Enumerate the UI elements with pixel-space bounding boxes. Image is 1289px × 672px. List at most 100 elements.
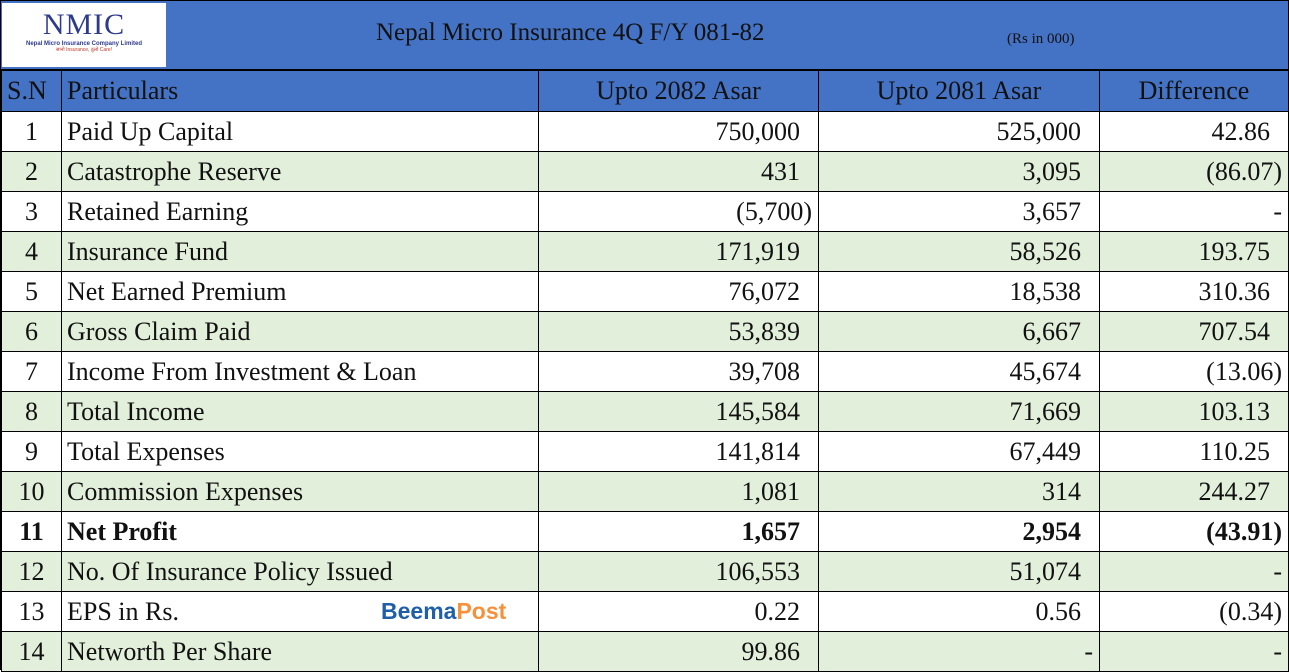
- cell-2082: 141,814: [538, 431, 819, 472]
- cell-2082: 1,081: [538, 471, 819, 512]
- cell-particular: Total Income: [61, 391, 539, 432]
- cell-particular: EPS in Rs.: [61, 591, 539, 632]
- title-bar: NMIC Nepal Micro Insurance Company Limit…: [1, 1, 1288, 70]
- header-2081: Upto 2081 Asar: [818, 70, 1100, 112]
- logo-text: NMIC: [42, 8, 126, 41]
- cell-2082: 39,708: [538, 351, 819, 392]
- cell-2081: 51,074: [818, 551, 1100, 592]
- cell-particular: Total Expenses: [61, 431, 539, 472]
- cell-2082: 1,657: [538, 511, 819, 552]
- cell-difference: 103.13: [1099, 391, 1289, 432]
- cell-2082: 145,584: [538, 391, 819, 432]
- cell-sn: 11: [1, 511, 62, 552]
- cell-2081: 2,954: [818, 511, 1100, 552]
- table-row: 4 Insurance Fund 171,919 58,526 193.75: [1, 231, 1289, 272]
- cell-difference: (0.34): [1099, 591, 1289, 632]
- cell-particular: Gross Claim Paid: [61, 311, 539, 352]
- cell-2082: (5,700): [538, 191, 819, 232]
- cell-sn: 5: [1, 271, 62, 312]
- cell-sn: 6: [1, 311, 62, 352]
- table-row: 12 No. Of Insurance Policy Issued 106,553 5…: [1, 551, 1289, 592]
- header-sn: S.N: [1, 70, 62, 112]
- cell-sn: 4: [1, 231, 62, 272]
- logo-company: Nepal Micro Insurance Company Limited: [25, 41, 143, 47]
- cell-2082: 0.22: [538, 591, 819, 632]
- cell-2081: 67,449: [818, 431, 1100, 472]
- unit-note: (Rs in 000): [1007, 31, 1075, 47]
- cell-difference: 310.36: [1099, 271, 1289, 312]
- header-row: S.N Particulars Upto 2082 Asar Upto 2081…: [1, 70, 1289, 112]
- cell-difference: -: [1099, 551, 1289, 592]
- cell-particular: Catastrophe Reserve: [61, 151, 539, 192]
- company-logo: NMIC Nepal Micro Insurance Company Limit…: [2, 3, 166, 67]
- cell-particular: Commission Expenses: [61, 471, 539, 512]
- cell-2081: 45,674: [818, 351, 1100, 392]
- cell-difference: (13.06): [1099, 351, 1289, 392]
- cell-particular: Paid Up Capital: [61, 111, 539, 152]
- cell-sn: 8: [1, 391, 62, 432]
- cell-2082: 106,553: [538, 551, 819, 592]
- cell-particular: Retained Earning: [61, 191, 539, 232]
- logo-tagline: सानो Insurance, ठूलो Care!: [55, 47, 113, 53]
- cell-2082: 431: [538, 151, 819, 192]
- cell-2081: 314: [818, 471, 1100, 512]
- table-row: 2 Catastrophe Reserve 431 3,095 (86.07): [1, 151, 1289, 192]
- cell-difference: (86.07): [1099, 151, 1289, 192]
- cell-sn: 13: [1, 591, 62, 632]
- cell-sn: 10: [1, 471, 62, 512]
- cell-2081: 71,669: [818, 391, 1100, 432]
- cell-difference: -: [1099, 631, 1289, 672]
- table-row: 1 Paid Up Capital 750,000 525,000 42.86: [1, 111, 1289, 152]
- table-row: 5 Net Earned Premium 76,072 18,538 310.36: [1, 271, 1289, 312]
- cell-2081: 3,095: [818, 151, 1100, 192]
- cell-2081: 3,657: [818, 191, 1100, 232]
- cell-particular: No. Of Insurance Policy Issued: [61, 551, 539, 592]
- cell-2081: -: [818, 631, 1100, 672]
- cell-2082: 171,919: [538, 231, 819, 272]
- table-row: 9 Total Expenses 141,814 67,449 110.25: [1, 431, 1289, 472]
- cell-2081: 6,667: [818, 311, 1100, 352]
- table-row: 11 Net Profit 1,657 2,954 (43.91): [1, 511, 1289, 552]
- beemapost-watermark: BeemaPost: [381, 598, 507, 624]
- header-particulars: Particulars: [61, 70, 539, 112]
- cell-sn: 1: [1, 111, 62, 152]
- cell-sn: 2: [1, 151, 62, 192]
- cell-2082: 53,839: [538, 311, 819, 352]
- cell-difference: -: [1099, 191, 1289, 232]
- cell-sn: 7: [1, 351, 62, 392]
- table-row: 13 EPS in Rs. 0.22 0.56 (0.34): [1, 591, 1289, 632]
- header-difference: Difference: [1099, 70, 1289, 112]
- cell-2082: 76,072: [538, 271, 819, 312]
- table-row: 8 Total Income 145,584 71,669 103.13: [1, 391, 1289, 432]
- table-row: 6 Gross Claim Paid 53,839 6,667 707.54: [1, 311, 1289, 352]
- cell-2081: 18,538: [818, 271, 1100, 312]
- table-row: 7 Income From Investment & Loan 39,708 45,6…: [1, 351, 1289, 392]
- cell-2082: 750,000: [538, 111, 819, 152]
- cell-sn: 12: [1, 551, 62, 592]
- cell-difference: 110.25: [1099, 431, 1289, 472]
- cell-sn: 9: [1, 431, 62, 472]
- cell-2081: 58,526: [818, 231, 1100, 272]
- cell-particular: Insurance Fund: [61, 231, 539, 272]
- cell-particular: Networth Per Share: [61, 631, 539, 672]
- cell-difference: (43.91): [1099, 511, 1289, 552]
- table-row: 14 Networth Per Share 99.86- -: [1, 631, 1289, 672]
- cell-2082: 99.86: [538, 631, 819, 672]
- cell-difference: 244.27: [1099, 471, 1289, 512]
- cell-difference: 42.86: [1099, 111, 1289, 152]
- cell-2081: 525,000: [818, 111, 1100, 152]
- page-title: Nepal Micro Insurance 4Q F/Y 081-82: [376, 19, 765, 46]
- cell-particular: Income From Investment & Loan: [61, 351, 539, 392]
- cell-sn: 14: [1, 631, 62, 672]
- cell-2081: 0.56: [818, 591, 1100, 632]
- table-row: 3 Retained Earning (5,700) 3,657-: [1, 191, 1289, 232]
- cell-particular: Net Profit: [61, 511, 539, 552]
- cell-sn: 3: [1, 191, 62, 232]
- cell-difference: 707.54: [1099, 311, 1289, 352]
- data-table: S.N Particulars Upto 2082 Asar Upto 2081…: [1, 70, 1289, 672]
- cell-particular: Net Earned Premium: [61, 271, 539, 312]
- table-row: 10 Commission Expenses 1,081 314 244.27: [1, 471, 1289, 512]
- cell-difference: 193.75: [1099, 231, 1289, 272]
- header-2082: Upto 2082 Asar: [538, 70, 819, 112]
